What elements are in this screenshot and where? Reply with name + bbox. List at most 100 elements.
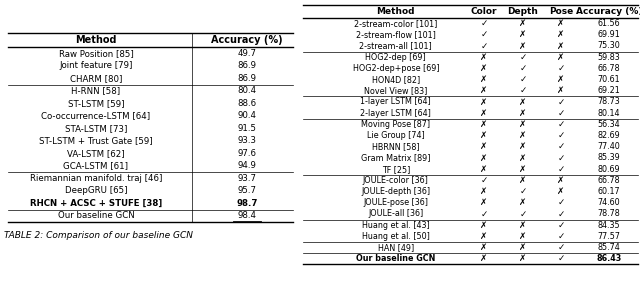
Text: Our baseline GCN: Our baseline GCN	[356, 254, 436, 263]
Text: ✓: ✓	[557, 97, 564, 107]
Text: ✗: ✗	[557, 42, 564, 50]
Text: ✓: ✓	[557, 209, 564, 219]
Text: ✓: ✓	[519, 187, 527, 196]
Text: 69.91: 69.91	[598, 30, 620, 39]
Text: Method: Method	[376, 7, 415, 16]
Text: JOULE-all [36]: JOULE-all [36]	[368, 209, 424, 219]
Text: ✗: ✗	[519, 243, 527, 252]
Text: 69.21: 69.21	[598, 86, 620, 95]
Text: ✗: ✗	[557, 53, 564, 62]
Text: ✗: ✗	[480, 221, 488, 230]
Text: ✗: ✗	[519, 19, 527, 28]
Text: TF [25]: TF [25]	[381, 165, 410, 174]
Text: ✓: ✓	[557, 64, 564, 73]
Text: 84.35: 84.35	[598, 221, 620, 230]
Text: Color: Color	[470, 7, 497, 16]
Text: ✓: ✓	[480, 19, 488, 28]
Text: 95.7: 95.7	[237, 186, 257, 195]
Text: Gram Matrix [89]: Gram Matrix [89]	[361, 154, 431, 162]
Text: ✓: ✓	[557, 154, 564, 162]
Text: HBRNN [58]: HBRNN [58]	[372, 142, 420, 151]
Text: 93.3: 93.3	[237, 136, 257, 145]
Text: 56.34: 56.34	[598, 120, 620, 129]
Text: 61.56: 61.56	[598, 19, 620, 28]
Text: ✓: ✓	[557, 221, 564, 230]
Text: HON4D [82]: HON4D [82]	[372, 75, 420, 84]
Text: 66.78: 66.78	[598, 176, 620, 185]
Text: ✓: ✓	[557, 142, 564, 151]
Text: ✗: ✗	[480, 254, 488, 263]
Text: Accuracy (%): Accuracy (%)	[576, 7, 640, 16]
Text: HAN [49]: HAN [49]	[378, 243, 414, 252]
Text: 93.7: 93.7	[237, 174, 257, 183]
Text: ✗: ✗	[519, 198, 527, 207]
Text: 90.4: 90.4	[237, 111, 257, 120]
Text: Method: Method	[75, 35, 116, 45]
Text: ✗: ✗	[480, 142, 488, 151]
Text: ✗: ✗	[480, 75, 488, 84]
Text: Moving Pose [87]: Moving Pose [87]	[362, 120, 431, 129]
Text: ✗: ✗	[480, 97, 488, 107]
Text: ✗: ✗	[519, 30, 527, 39]
Text: 85.39: 85.39	[598, 154, 620, 162]
Text: ✗: ✗	[480, 64, 488, 73]
Text: 82.69: 82.69	[598, 131, 620, 140]
Text: ✓: ✓	[480, 209, 488, 219]
Text: ✗: ✗	[519, 221, 527, 230]
Text: ✗: ✗	[480, 131, 488, 140]
Text: ✓: ✓	[480, 176, 488, 185]
Text: ✓: ✓	[480, 30, 488, 39]
Text: Pose: Pose	[549, 7, 573, 16]
Text: 75.30: 75.30	[598, 42, 620, 50]
Text: ✓: ✓	[519, 53, 527, 62]
Text: ✗: ✗	[519, 154, 527, 162]
Text: 97.6: 97.6	[237, 149, 257, 158]
Text: 85.74: 85.74	[598, 243, 620, 252]
Text: Riemannian manifold. traj [46]: Riemannian manifold. traj [46]	[29, 174, 162, 183]
Text: ✗: ✗	[480, 187, 488, 196]
Text: Co-occurrence-LSTM [64]: Co-occurrence-LSTM [64]	[42, 111, 150, 120]
Text: Accuracy (%): Accuracy (%)	[211, 35, 283, 45]
Text: ✗: ✗	[557, 176, 564, 185]
Text: 86.43: 86.43	[596, 254, 621, 263]
Text: 78.78: 78.78	[598, 209, 620, 219]
Text: 88.6: 88.6	[237, 99, 257, 108]
Text: 91.5: 91.5	[237, 124, 257, 133]
Text: HOG2-dep+pose [69]: HOG2-dep+pose [69]	[353, 64, 439, 73]
Text: ✗: ✗	[519, 97, 527, 107]
Text: 86.9: 86.9	[237, 74, 257, 83]
Text: ✗: ✗	[557, 86, 564, 95]
Text: 70.61: 70.61	[598, 75, 620, 84]
Text: Lie Group [74]: Lie Group [74]	[367, 131, 425, 140]
Text: ✓: ✓	[519, 86, 527, 95]
Text: 80.4: 80.4	[237, 86, 257, 95]
Text: HOG2-dep [69]: HOG2-dep [69]	[365, 53, 426, 62]
Text: ✗: ✗	[480, 198, 488, 207]
Text: ✗: ✗	[557, 19, 564, 28]
Text: Huang et al. [50]: Huang et al. [50]	[362, 232, 430, 241]
Text: ✓: ✓	[557, 120, 564, 129]
Text: JOULE-depth [36]: JOULE-depth [36]	[362, 187, 431, 196]
Text: VA-LSTM [62]: VA-LSTM [62]	[67, 149, 125, 158]
Text: ✗: ✗	[480, 109, 488, 118]
Text: 59.83: 59.83	[598, 53, 620, 62]
Text: ✗: ✗	[519, 142, 527, 151]
Text: GCA-LSTM [61]: GCA-LSTM [61]	[63, 161, 129, 170]
Text: ✗: ✗	[480, 165, 488, 174]
Text: 78.73: 78.73	[598, 97, 620, 107]
Text: STA-LSTM [73]: STA-LSTM [73]	[65, 124, 127, 133]
Text: JOULE-pose [36]: JOULE-pose [36]	[364, 198, 428, 207]
Text: 2-layer LSTM [64]: 2-layer LSTM [64]	[360, 109, 431, 118]
Text: ✓: ✓	[519, 64, 527, 73]
Text: ✗: ✗	[557, 187, 564, 196]
Text: 1-layer LSTM [64]: 1-layer LSTM [64]	[360, 97, 431, 107]
Text: ✓: ✓	[557, 254, 564, 263]
Text: 74.60: 74.60	[598, 198, 620, 207]
Text: ✗: ✗	[480, 53, 488, 62]
Text: 49.7: 49.7	[237, 49, 257, 58]
Text: RHCN + ACSC + STUFE [38]: RHCN + ACSC + STUFE [38]	[30, 199, 162, 208]
Text: ✗: ✗	[557, 75, 564, 84]
Text: 98.7: 98.7	[236, 199, 257, 208]
Text: Joint feature [79]: Joint feature [79]	[60, 61, 132, 70]
Text: 86.9: 86.9	[237, 61, 257, 70]
